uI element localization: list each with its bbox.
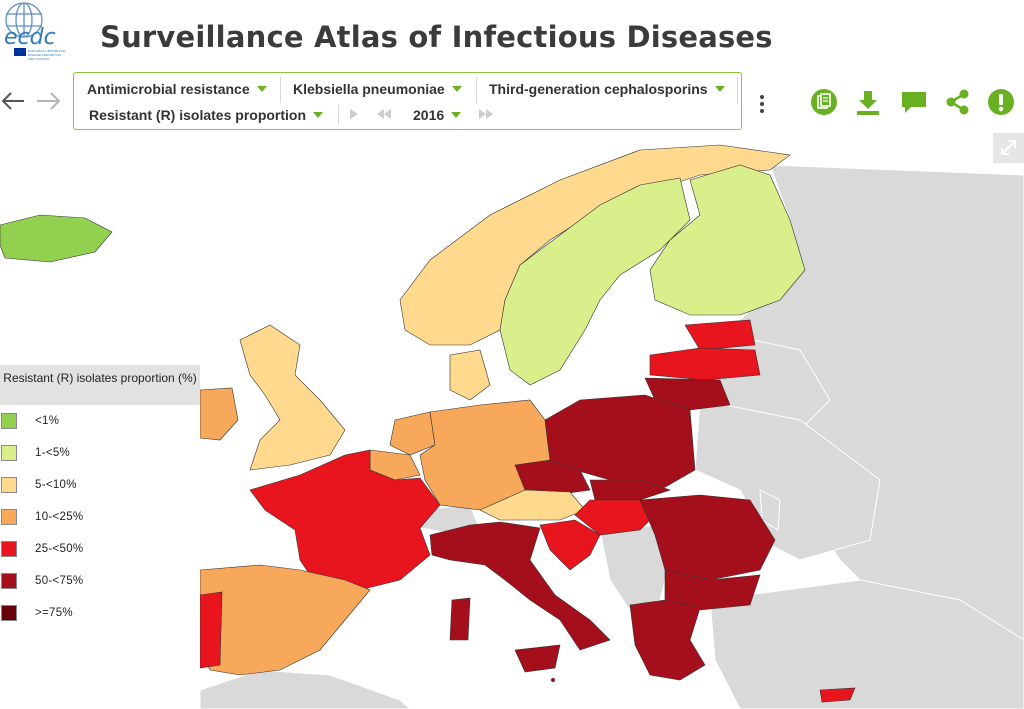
cyprus-region xyxy=(819,687,856,703)
malta-region xyxy=(551,678,555,682)
subpopulation-dropdown[interactable]: Third-generation cephalosporins xyxy=(489,78,725,100)
legend-item[interactable]: 1-<5% xyxy=(0,445,70,461)
legend-swatch xyxy=(1,509,17,525)
legend-label: 25-<50% xyxy=(35,543,84,555)
map-canvas[interactable] xyxy=(0,133,1024,709)
legend-label: 5-<10% xyxy=(35,479,77,491)
divider xyxy=(476,77,477,103)
fullscreen-button[interactable] xyxy=(993,133,1024,163)
forward-arrow-icon[interactable] xyxy=(35,88,63,114)
chevron-down-icon xyxy=(313,112,324,118)
italy-region xyxy=(429,521,611,651)
legend-label: 1-<5% xyxy=(35,447,71,459)
ecdc-logo[interactable]: ecdc EUROPEAN CENTRE FOR DISEASE PREVENT… xyxy=(0,0,80,66)
chevron-down-icon xyxy=(451,86,462,92)
ukraine-region xyxy=(694,399,881,561)
latvia-region xyxy=(649,347,761,381)
population-dropdown[interactable]: Klebsiella pneumoniae xyxy=(293,78,462,100)
iceland-region xyxy=(0,214,113,263)
sardinia-region xyxy=(449,597,471,641)
uk-region xyxy=(239,324,346,471)
greece-region xyxy=(629,599,706,681)
logo-text: ecdc xyxy=(4,25,56,50)
rewind-icon[interactable] xyxy=(376,108,392,120)
info-icon[interactable] xyxy=(987,88,1015,116)
legend-swatch xyxy=(1,541,17,557)
legend-item[interactable]: 5-<10% xyxy=(0,477,77,493)
chevron-down-icon xyxy=(256,86,267,92)
legend-item[interactable]: 50-<75% xyxy=(0,573,83,589)
health-topic-value: Antimicrobial resistance xyxy=(87,81,250,97)
legend-item[interactable]: 10-<25% xyxy=(0,509,83,525)
moldova-region xyxy=(759,489,781,531)
legend-item[interactable]: 25-<50% xyxy=(0,541,83,557)
page-title: Surveillance Atlas of Infectious Disease… xyxy=(100,20,773,54)
legend-label: 50-<75% xyxy=(35,575,84,587)
svg-text:DISEASE PREVENTION: DISEASE PREVENTION xyxy=(28,53,61,57)
france-region xyxy=(249,449,441,591)
report-icon[interactable] xyxy=(810,88,838,116)
back-arrow-icon[interactable] xyxy=(0,88,28,114)
health-topic-dropdown[interactable]: Antimicrobial resistance xyxy=(87,78,267,100)
legend-label: >=75% xyxy=(35,607,73,619)
indicator-dropdown[interactable]: Resistant (R) isolates proportion xyxy=(89,104,324,126)
romania-region xyxy=(639,494,776,581)
chevron-down-icon xyxy=(451,112,462,118)
filter-panel: Antimicrobial resistance Klebsiella pneu… xyxy=(73,72,742,130)
legend-item[interactable]: <1% xyxy=(0,413,59,429)
legend-item[interactable]: >=75% xyxy=(0,605,73,621)
legend-title: Resistant (R) isolates proportion (%) xyxy=(0,365,200,405)
portugal-region xyxy=(199,591,223,669)
indicator-value: Resistant (R) isolates proportion xyxy=(89,107,307,123)
fast-forward-icon[interactable] xyxy=(478,108,494,120)
share-icon[interactable] xyxy=(944,88,972,116)
slovakia-region xyxy=(589,479,671,501)
map-legend: Resistant (R) isolates proportion (%) <1… xyxy=(0,365,200,709)
divider xyxy=(280,77,281,103)
more-options-icon[interactable] xyxy=(757,94,767,114)
legend-label: <1% xyxy=(35,415,60,427)
chevron-down-icon xyxy=(714,86,725,92)
legend-swatch xyxy=(1,477,17,493)
svg-text:AND CONTROL: AND CONTROL xyxy=(28,57,50,61)
year-value: 2016 xyxy=(413,107,445,123)
turkey-region xyxy=(709,579,1024,709)
legend-swatch xyxy=(1,445,17,461)
legend-label: 10-<25% xyxy=(35,511,84,523)
north-africa-region xyxy=(199,669,411,709)
estonia-region xyxy=(684,319,756,351)
croatia-region xyxy=(539,519,601,571)
year-dropdown[interactable]: 2016 xyxy=(413,104,462,126)
legend-swatch xyxy=(1,413,17,429)
svg-text:EUROPEAN CENTRE FOR: EUROPEAN CENTRE FOR xyxy=(28,49,66,53)
legend-swatch xyxy=(1,605,17,621)
population-value: Klebsiella pneumoniae xyxy=(293,81,445,97)
play-icon[interactable] xyxy=(349,108,359,120)
legend-swatch xyxy=(1,573,17,589)
sicily-region xyxy=(514,644,561,673)
fullscreen-icon xyxy=(1001,140,1016,155)
netherlands-region xyxy=(389,411,436,456)
subpopulation-value: Third-generation cephalosporins xyxy=(489,81,708,97)
denmark-region xyxy=(449,349,491,401)
spain-region xyxy=(199,564,371,676)
header: ecdc EUROPEAN CENTRE FOR DISEASE PREVENT… xyxy=(0,0,1024,70)
finland-region xyxy=(649,164,806,316)
divider xyxy=(338,105,339,125)
comment-icon[interactable] xyxy=(900,88,928,116)
ireland-region xyxy=(199,387,239,441)
download-icon[interactable] xyxy=(854,88,882,116)
sweden-region xyxy=(499,177,691,386)
divider xyxy=(737,77,738,103)
